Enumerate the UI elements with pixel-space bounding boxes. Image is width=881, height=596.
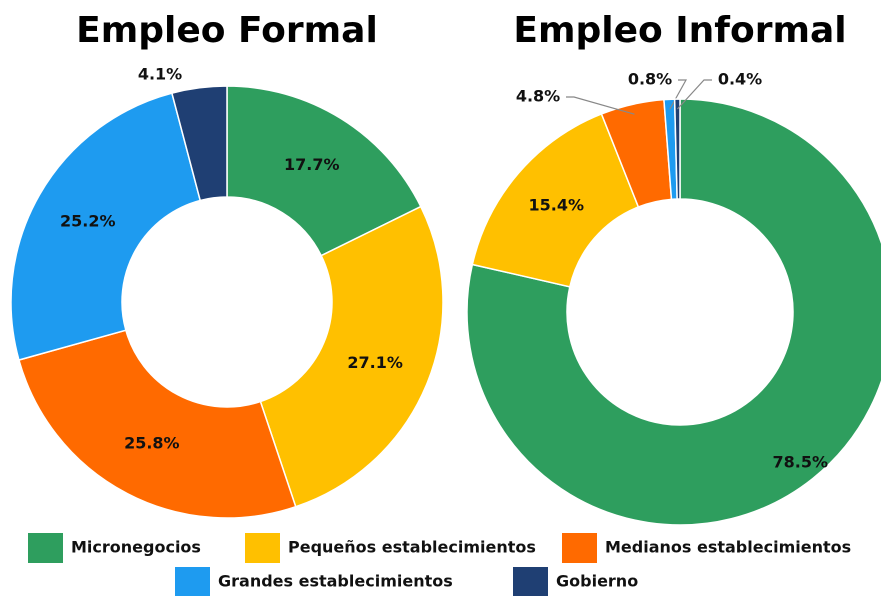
slice <box>259 205 444 508</box>
legend-label: Micronegocios <box>71 538 201 557</box>
slice <box>10 92 202 361</box>
data-label: 78.5% <box>773 452 829 471</box>
legend-swatch <box>562 533 597 563</box>
data-label: 25.2% <box>60 212 116 231</box>
data-label: 17.7% <box>284 155 340 174</box>
slice <box>673 98 681 200</box>
slice <box>18 329 297 519</box>
data-label: 15.4% <box>529 195 585 214</box>
data-label: 27.1% <box>347 353 403 372</box>
data-label: 4.1% <box>138 65 182 84</box>
legend-swatch <box>28 533 63 563</box>
data-label: 4.8% <box>516 87 560 106</box>
data-label: 0.8% <box>628 70 672 89</box>
legend-label: Medianos establecimientos <box>605 538 851 557</box>
chart-title: Empleo Formal <box>76 10 378 51</box>
data-label: 0.4% <box>718 70 762 89</box>
leader-line <box>566 96 635 115</box>
legend-label: Gobierno <box>556 572 638 591</box>
slice <box>466 98 881 526</box>
legend-label: Grandes establecimientos <box>218 572 453 591</box>
chart-title: Empleo Informal <box>513 10 846 51</box>
slice <box>226 85 422 257</box>
legend-swatch <box>175 567 210 596</box>
data-label: 25.8% <box>124 433 180 452</box>
legend-label: Pequeños establecimientos <box>288 538 536 557</box>
leader-line <box>677 79 712 110</box>
legend-swatch <box>513 567 548 596</box>
slice <box>170 85 228 202</box>
legend-swatch <box>245 533 280 563</box>
